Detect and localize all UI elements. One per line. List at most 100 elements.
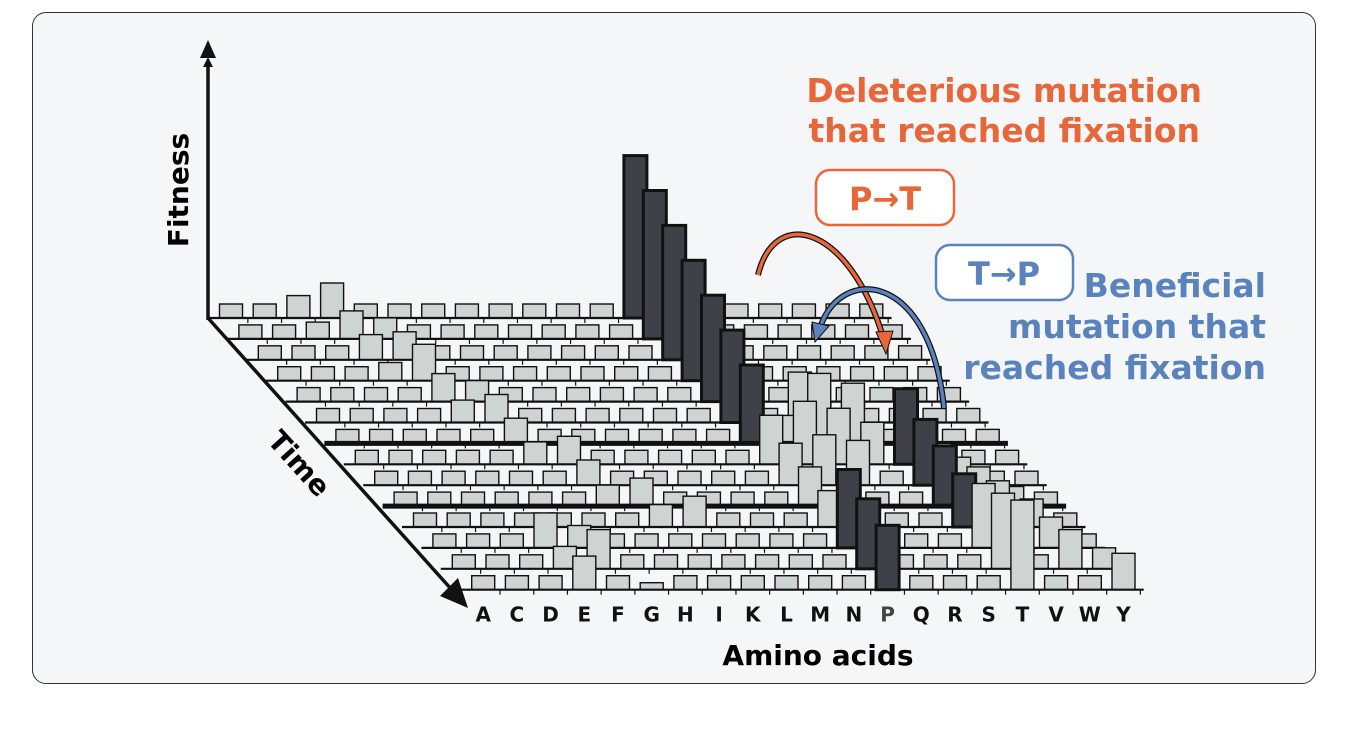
t-to-p-label: T→P <box>968 255 1040 293</box>
t-to-p-box <box>934 243 1075 302</box>
amino-acid-bar <box>519 554 544 570</box>
amino-acid-bar <box>724 303 749 319</box>
amino-acid-bar <box>1111 552 1136 591</box>
amino-acid-bar <box>305 321 330 340</box>
deleterious-arrowhead-icon <box>875 330 894 356</box>
time-row <box>208 154 892 323</box>
amino-acid-bar <box>918 512 943 528</box>
amino-acid-bar <box>706 575 732 591</box>
deleterious-mutation-arrow <box>756 232 886 341</box>
amino-acid-bar <box>440 324 465 340</box>
amino-acid-label-L: L <box>780 603 793 627</box>
amino-acid-bar <box>589 303 614 319</box>
amino-acid-bar <box>743 324 769 340</box>
amino-acid-bar <box>614 366 639 382</box>
amino-acid-bar <box>330 386 355 403</box>
amino-acid-bar <box>682 495 707 528</box>
amino-acid-label-D: D <box>542 603 559 627</box>
amino-acid-bar <box>904 533 929 549</box>
amino-acid-bar <box>624 449 649 465</box>
amino-acid-bar <box>1010 499 1035 591</box>
amino-acid-bar <box>363 386 389 403</box>
amino-acid-bar <box>374 470 399 486</box>
amino-acid-bar <box>566 386 591 403</box>
fitness-arrowhead-icon <box>200 40 216 58</box>
amino-acid-bar <box>479 366 504 382</box>
amino-acid-bar <box>652 407 678 424</box>
amino-acid-bar <box>388 449 413 465</box>
amino-acid-bar <box>657 449 683 465</box>
deleterious-label-line2: that reached fixation <box>808 111 1200 150</box>
amino-acid-bar <box>325 345 350 361</box>
deleterious-label-line1: Deleterious mutation <box>806 71 1202 110</box>
amino-acids-axis-label: Amino acids <box>722 639 913 672</box>
amino-acid-bar <box>758 303 783 319</box>
time-row <box>266 258 950 386</box>
amino-acid-bar <box>252 303 277 319</box>
amino-acid-bar <box>407 470 433 486</box>
p-to-t-label: P→T <box>849 180 921 218</box>
amino-acid-label-R: R <box>947 603 962 627</box>
amino-acid-bar <box>735 533 760 549</box>
amino-acid-bar <box>883 366 908 382</box>
amino-acid-bar <box>296 386 321 403</box>
beneficial-arrowhead-icon <box>811 321 830 344</box>
time-axis-label: Time <box>261 424 337 503</box>
time-axis-arrow <box>206 316 454 592</box>
amino-acid-label-T: T <box>1016 603 1030 627</box>
amino-acid-bar <box>485 554 510 570</box>
amino-acid-bar <box>620 554 645 570</box>
amino-acid-bar <box>257 345 282 361</box>
amino-acid-bar <box>956 407 981 424</box>
amino-acid-bar <box>383 407 408 424</box>
amino-acid-bar <box>354 449 379 465</box>
amino-acid-bar <box>849 366 875 382</box>
amino-acid-label-E: E <box>577 603 591 627</box>
amino-acid-bar <box>523 441 548 465</box>
amino-acid-bar <box>489 449 514 465</box>
amino-acid-bar <box>608 324 634 340</box>
amino-acid-bar <box>508 470 534 486</box>
amino-acid-bar <box>378 361 403 382</box>
amino-acid-label-P: P <box>880 603 895 627</box>
amino-acid-bar <box>667 386 692 403</box>
amino-acid-bar <box>909 575 934 591</box>
amino-acid-bar <box>238 324 263 340</box>
amino-acid-bar <box>769 533 794 549</box>
amino-acid-bar <box>507 324 533 340</box>
amino-acid-bar <box>580 366 605 382</box>
amino-acid-bar <box>615 512 640 528</box>
amino-acid-bar <box>628 345 653 361</box>
amino-acid-bar <box>994 449 1020 465</box>
amino-acid-bar <box>879 470 904 486</box>
amino-acid-bar <box>291 345 316 361</box>
amino-acid-bar <box>471 575 496 591</box>
amino-acid-bar <box>349 407 374 424</box>
amino-acid-bar <box>576 459 601 486</box>
amino-acid-label-K: K <box>745 603 762 627</box>
amino-acid-bar <box>450 399 475 424</box>
amino-acid-bar <box>783 512 808 528</box>
amino-acid-bar <box>686 407 711 424</box>
amino-acid-bar <box>551 407 577 424</box>
amino-acid-bar <box>937 533 963 549</box>
fixed-amino-acid-bar <box>874 523 901 592</box>
amino-acid-bar <box>1058 528 1083 570</box>
amino-acid-bar <box>431 372 456 403</box>
amino-acid-label-G: G <box>643 603 659 627</box>
amino-acid-bar <box>315 407 341 424</box>
amino-acid-bar <box>957 554 982 570</box>
amino-acid-label-S: S <box>981 603 995 627</box>
time-row <box>324 363 1008 449</box>
amino-acid-bar <box>599 386 625 403</box>
time-arrowhead-icon <box>440 578 468 608</box>
amino-acid-bar <box>677 470 702 486</box>
amino-acid-bar <box>777 324 802 340</box>
amino-acid-bar <box>310 366 336 382</box>
amino-acid-bar <box>271 324 297 340</box>
amino-acid-bar <box>897 345 923 361</box>
amino-acid-bar <box>701 533 727 549</box>
amino-acid-bar <box>687 554 712 570</box>
amino-acid-label-Y: Y <box>1115 603 1131 627</box>
